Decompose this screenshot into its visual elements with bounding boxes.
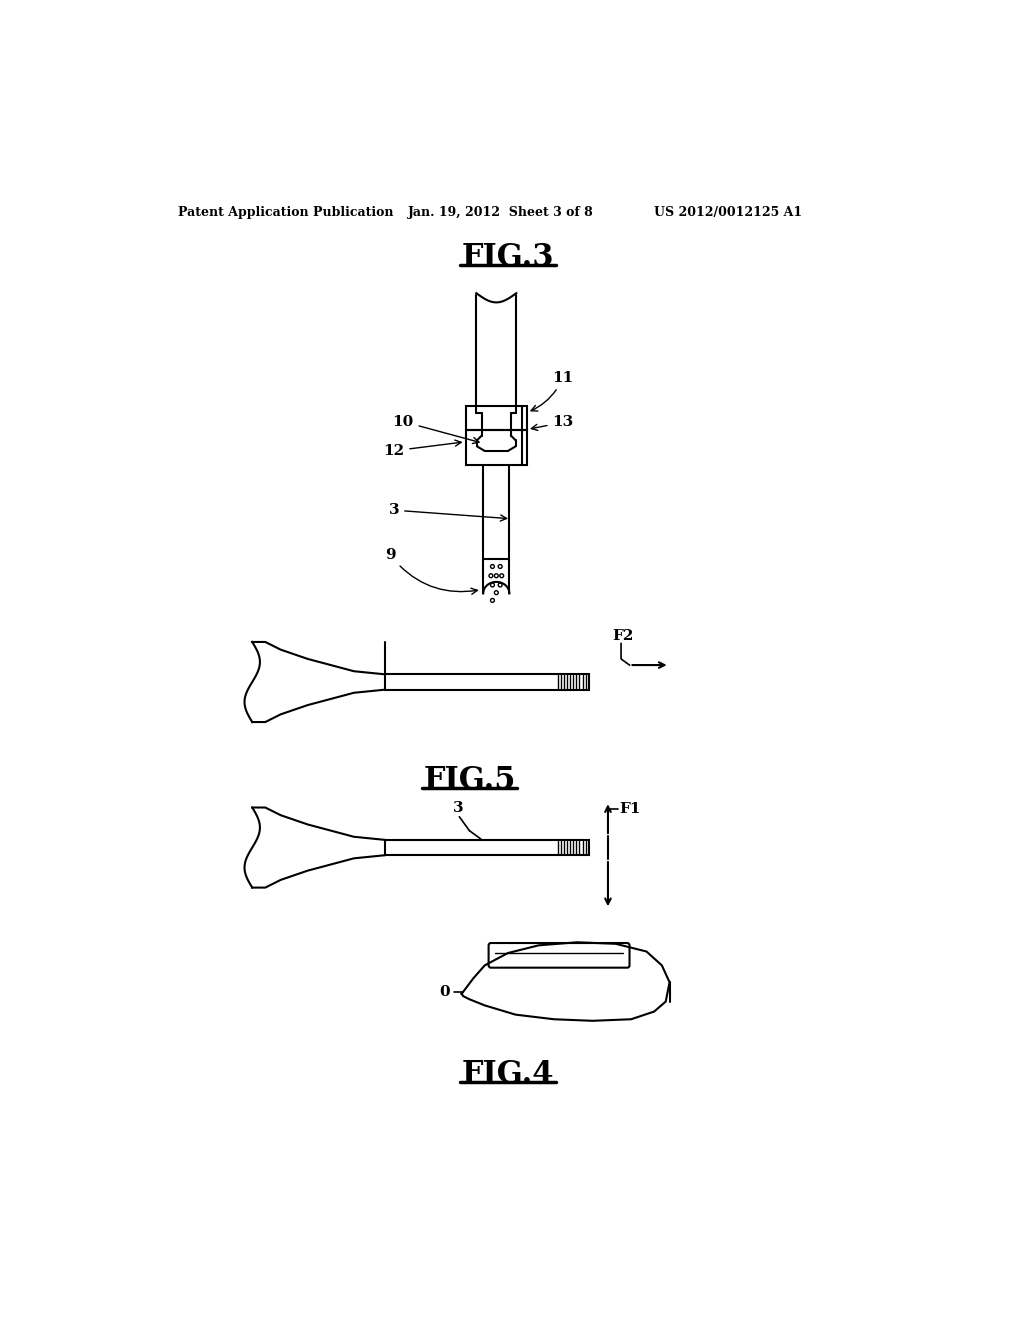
Text: F1: F1 bbox=[620, 803, 641, 816]
Bar bbox=[466, 430, 527, 465]
Text: 0: 0 bbox=[439, 985, 451, 998]
Text: 9: 9 bbox=[385, 548, 477, 594]
Bar bbox=[385, 840, 589, 855]
Text: FIG.3: FIG.3 bbox=[462, 242, 554, 272]
Text: F2: F2 bbox=[611, 630, 633, 644]
Text: 12: 12 bbox=[383, 440, 461, 458]
Text: US 2012/0012125 A1: US 2012/0012125 A1 bbox=[654, 206, 802, 219]
Text: 11: 11 bbox=[531, 371, 573, 411]
Text: 10: 10 bbox=[392, 414, 479, 444]
Text: Patent Application Publication: Patent Application Publication bbox=[178, 206, 394, 219]
Text: Jan. 19, 2012  Sheet 3 of 8: Jan. 19, 2012 Sheet 3 of 8 bbox=[408, 206, 594, 219]
Text: 13: 13 bbox=[531, 416, 573, 430]
Bar bbox=[466, 407, 527, 430]
Text: 3: 3 bbox=[453, 801, 463, 816]
Text: FIG.5: FIG.5 bbox=[423, 766, 515, 796]
Bar bbox=[385, 675, 589, 689]
Text: 3: 3 bbox=[388, 503, 507, 521]
Text: FIG.4: FIG.4 bbox=[462, 1059, 554, 1090]
